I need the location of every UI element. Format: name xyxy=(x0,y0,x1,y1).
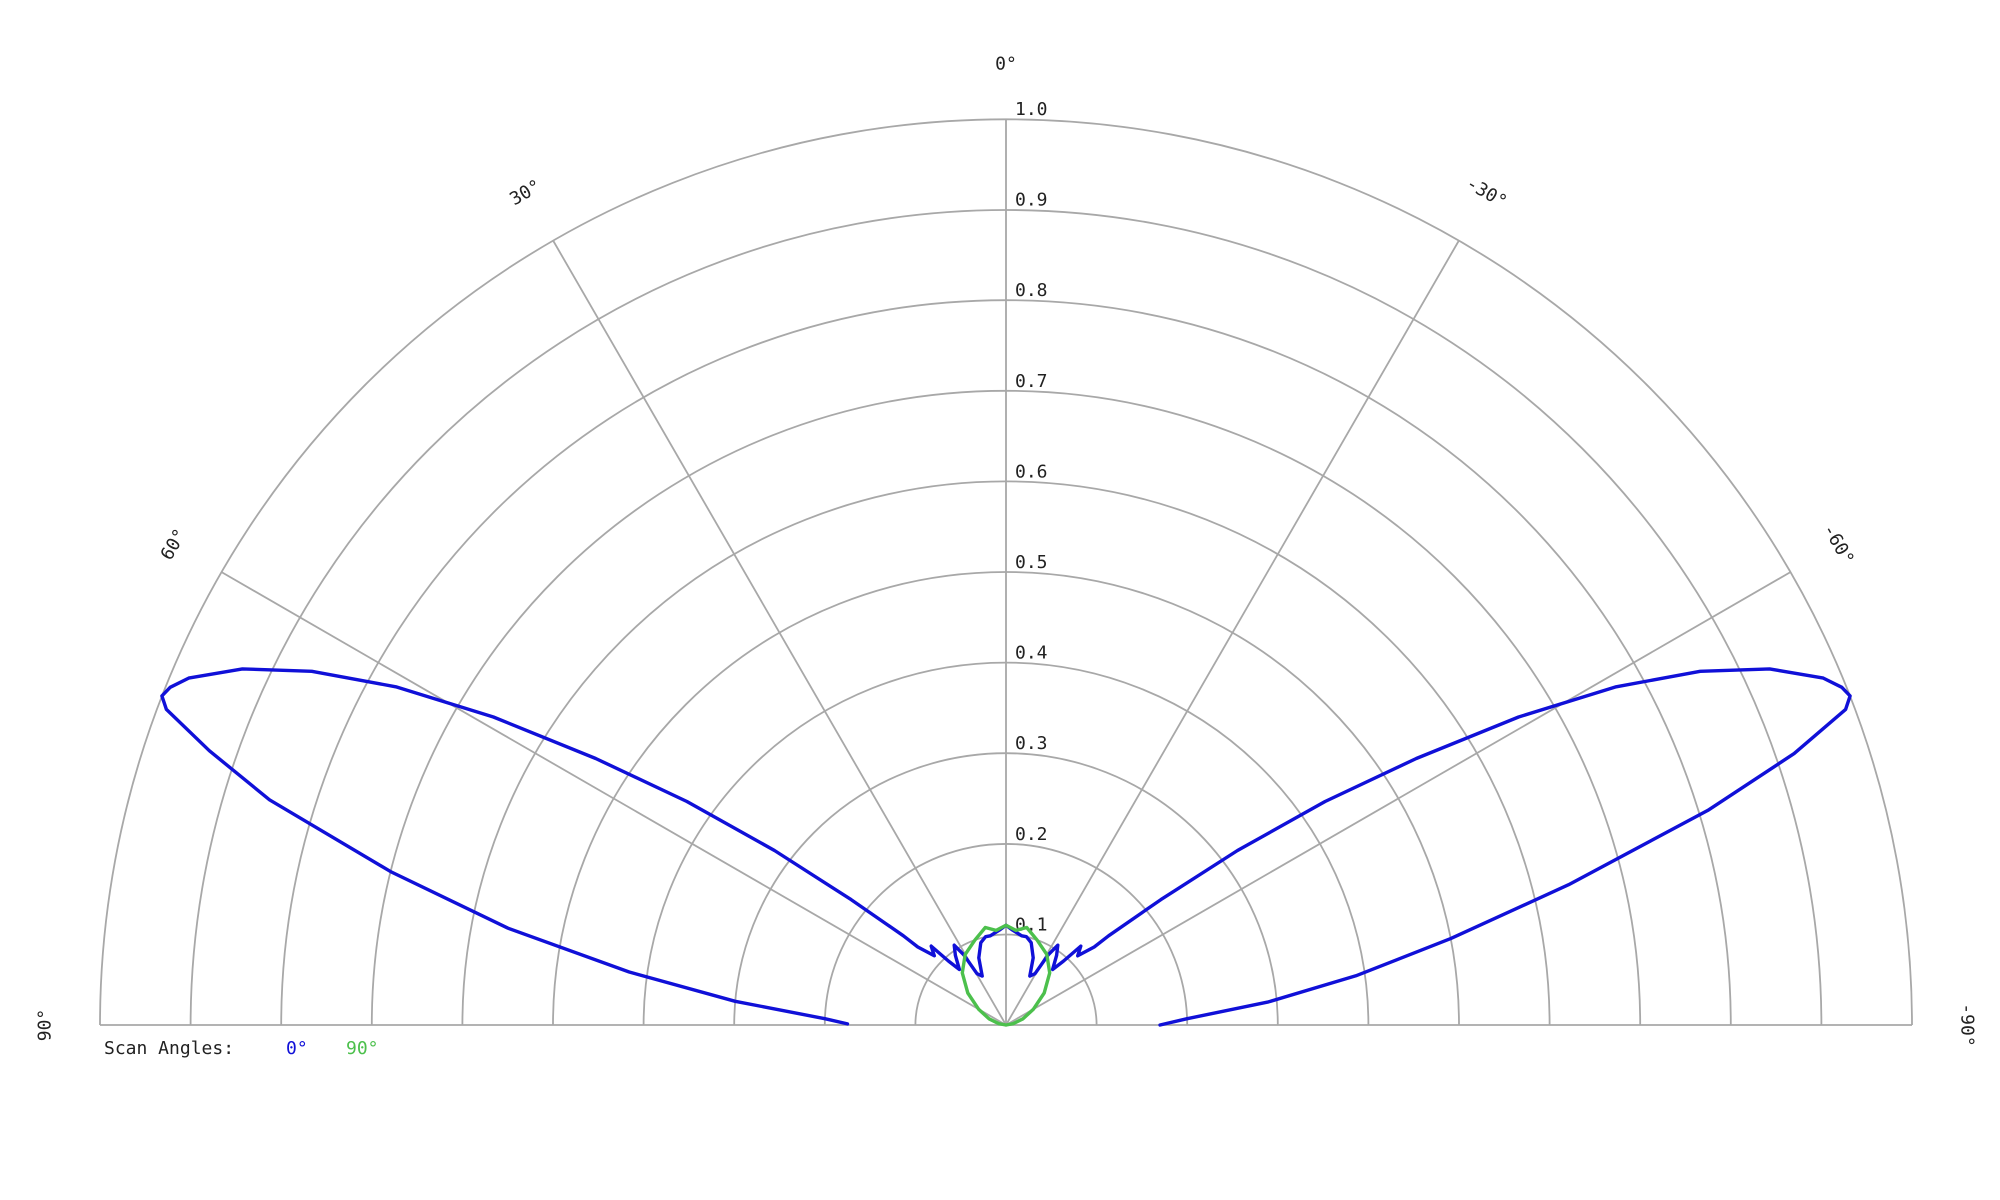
angle-tick-label: 0° xyxy=(995,54,1017,75)
angle-tick-label: 60° xyxy=(157,525,191,564)
angle-tick-label: 90° xyxy=(35,1009,56,1042)
legend-title: Scan Angles: xyxy=(104,1038,234,1059)
grid-spokes xyxy=(100,119,1912,1026)
angle-tick-label: -60° xyxy=(1818,521,1858,569)
angle-tick-label: -90° xyxy=(1956,1003,1977,1046)
radial-tick-label: 0.8 xyxy=(1015,280,1048,301)
series-lines xyxy=(160,667,1852,1027)
angle-tick-label: 30° xyxy=(506,176,545,210)
radial-tick-label: 0.9 xyxy=(1015,190,1048,211)
series-line-1 xyxy=(960,923,1052,1027)
legend-entry-0: 0° xyxy=(286,1038,308,1059)
radial-tick-label: 0.5 xyxy=(1015,552,1048,573)
radial-tick-label: 0.2 xyxy=(1015,824,1048,845)
grid-spoke-2 xyxy=(552,239,1007,1026)
radial-tick-label: 0.7 xyxy=(1015,371,1048,392)
grid-spoke-4 xyxy=(1005,239,1460,1026)
radial-tick-label: 0.4 xyxy=(1015,643,1048,664)
grid-spoke-1 xyxy=(220,571,1007,1026)
grid-spoke-5 xyxy=(1005,571,1792,1026)
angle-tick-label: -30° xyxy=(1462,173,1510,213)
radial-tick-label: 0.6 xyxy=(1015,461,1048,482)
radial-tick-label: 1.0 xyxy=(1015,99,1048,120)
legend: Scan Angles: 0° 90° xyxy=(104,1038,379,1059)
legend-entry-90: 90° xyxy=(346,1038,379,1059)
radial-tick-label: 0.3 xyxy=(1015,733,1048,754)
radial-tick-labels: 0.10.20.30.40.50.60.70.80.91.0 xyxy=(1015,99,1048,935)
